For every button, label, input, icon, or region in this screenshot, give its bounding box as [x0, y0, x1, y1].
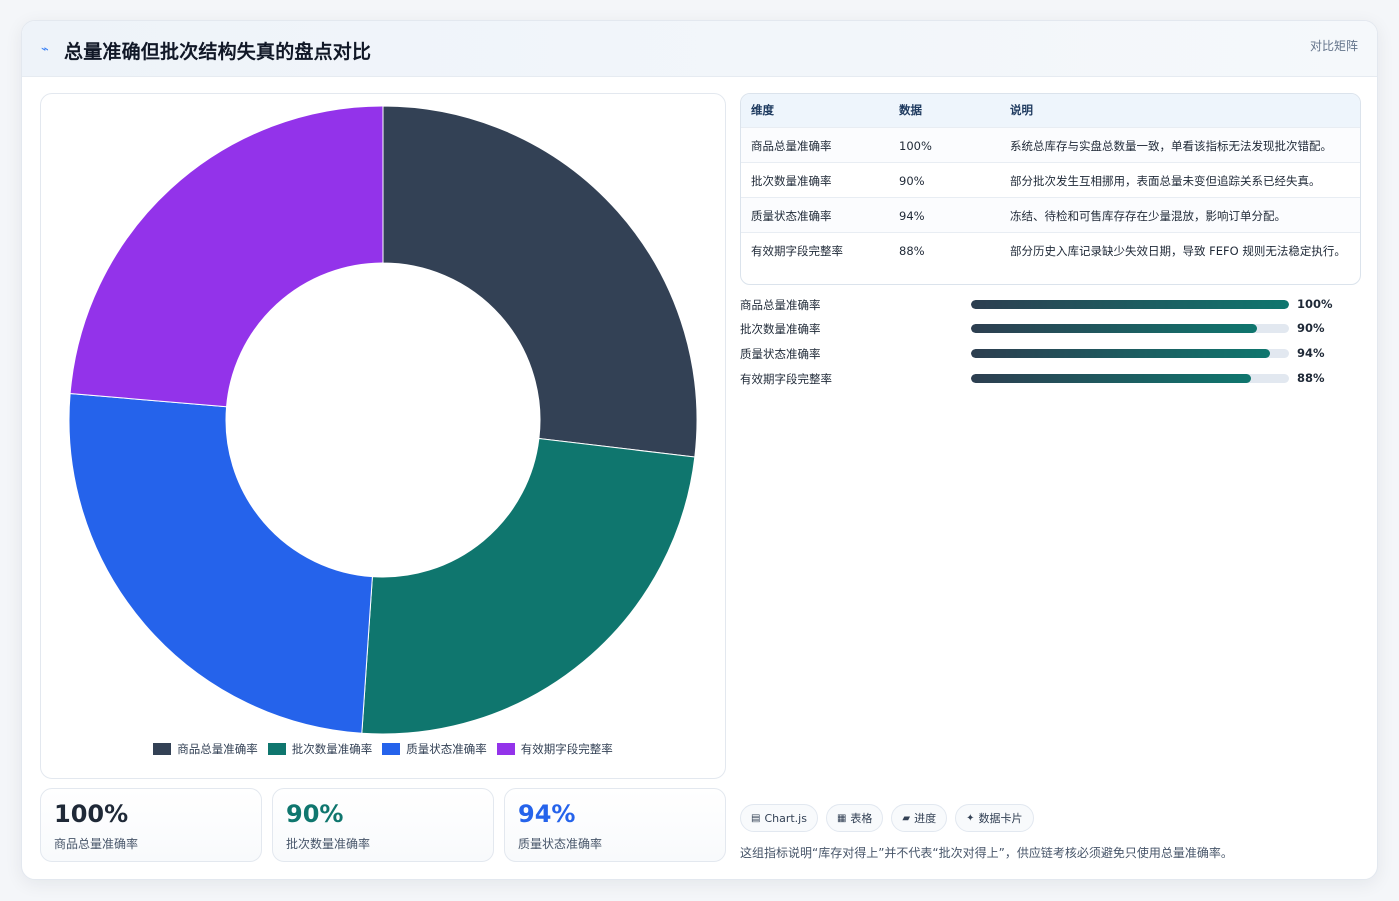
progress-label: 批次数量准确率 — [740, 322, 821, 336]
progress-row: 有效期字段完整率 88% — [740, 369, 1361, 389]
chip-label: Chart.js — [764, 811, 807, 825]
progress-row: 商品总量准确率 100% — [740, 295, 1361, 315]
chip-data-cards[interactable]: ✦ 数据卡片 — [955, 804, 1034, 832]
donut-slice-1[interactable] — [382, 105, 698, 458]
donut-slice-2[interactable] — [361, 437, 696, 734]
chip-label: 表格 — [850, 812, 873, 825]
stat-card-batch: 90% 批次数量准确率 — [272, 788, 494, 862]
progress-fill — [971, 300, 1289, 309]
col-header-data: 数据 — [899, 103, 922, 118]
footnote: 这组指标说明“库存对得上”并不代表“批次对得上”，供应链考核必须避免只使用总量准… — [740, 846, 1233, 860]
progress-label: 质量状态准确率 — [740, 347, 821, 361]
legend-label: 质量状态准确率 — [406, 742, 487, 756]
stat-card-total: 100% 商品总量准确率 — [40, 788, 262, 862]
legend-item[interactable]: 批次数量准确率 — [267, 741, 373, 757]
chip-table[interactable]: ▦ 表格 — [825, 804, 884, 832]
progress-row: 质量状态准确率 94% — [740, 344, 1361, 364]
progress-label: 商品总量准确率 — [740, 298, 821, 312]
progress-value: 90% — [1297, 321, 1325, 335]
progress-value: 100% — [1297, 297, 1333, 311]
legend-item[interactable]: 质量状态准确率 — [382, 741, 487, 757]
stat-value: 90% — [286, 800, 344, 828]
matrix-label[interactable]: 对比矩阵 — [1309, 39, 1358, 53]
stat-label: 质量状态准确率 — [518, 837, 603, 851]
tag-chips: ▤ Chart.js ▦ 表格 ▰ 进度 ✦ 数据卡片 — [740, 804, 1034, 832]
progress-track — [971, 300, 1289, 309]
table-cell: 100% — [889, 126, 1000, 162]
chip-chartjs[interactable]: ▤ Chart.js — [740, 804, 818, 832]
progress-fill — [971, 374, 1251, 383]
stat-value: 94% — [518, 800, 576, 828]
table-row: 批次数量准确率 90% 部分批次发生互相挪用，表面总量未变但追踪关系已经失真。 — [741, 161, 1360, 197]
legend-label: 批次数量准确率 — [291, 742, 373, 756]
table-cell: 冻结、待检和可售库存存在少量混放，影响订单分配。 — [1000, 196, 1360, 232]
header-bar: ⌁ 总量准确但批次结构失真的盘点对比 对比矩阵 — [22, 21, 1377, 77]
legend-swatch — [267, 743, 286, 755]
dashboard-card: ⌁ 总量准确但批次结构失真的盘点对比 对比矩阵 商品总量准确率 批次数量准确率 质量… — [21, 20, 1378, 880]
progress-fill — [971, 349, 1270, 358]
donut-chart-panel: 商品总量准确率 批次数量准确率 质量状态准确率 有效期字段完整率 — [40, 93, 726, 779]
progress-track — [971, 324, 1289, 333]
progress-fill — [971, 324, 1258, 333]
progress-value: 94% — [1297, 346, 1325, 360]
chip-progress[interactable]: ▰ 进度 — [891, 804, 948, 832]
donut-slice-4[interactable] — [69, 105, 384, 408]
legend-swatch — [382, 743, 401, 755]
legend-swatch — [153, 743, 172, 755]
table-row: 商品总量准确率 100% 系统总库存与实盘总数量一致，单看该指标无法发现批次错配… — [741, 126, 1360, 162]
table-cell: 90% — [889, 161, 1000, 197]
progress-track — [971, 374, 1289, 383]
page-title: 总量准确但批次结构失真的盘点对比 — [64, 41, 372, 63]
legend-item[interactable]: 有效期字段完整率 — [496, 741, 613, 757]
chart-icon: ▤ — [751, 812, 761, 824]
table-cell: 商品总量准确率 — [741, 126, 889, 162]
table-row: 有效期字段完整率 88% 部分历史入库记录缺少失效日期，导致 FEFO 规则无法… — [741, 231, 1360, 284]
chip-label: 数据卡片 — [978, 812, 1023, 825]
comparison-table: 维度 数据 说明 商品总量准确率 100% 系统总库存与实盘总数量一致，单看该指… — [740, 93, 1361, 285]
table-row: 质量状态准确率 94% 冻结、待检和可售库存存在少量混放，影响订单分配。 — [741, 196, 1360, 232]
table-cell: 系统总库存与实盘总数量一致，单看该指标无法发现批次错配。 — [1000, 126, 1360, 162]
stat-label: 批次数量准确率 — [286, 837, 371, 851]
table-cell: 批次数量准确率 — [741, 161, 889, 197]
table-icon: ▦ — [836, 812, 847, 824]
legend-label: 商品总量准确率 — [177, 742, 258, 756]
progress-icon: ▰ — [902, 812, 911, 824]
donut-slice-3[interactable] — [68, 392, 373, 734]
sparkle-icon: ✦ — [966, 812, 975, 824]
table-cell: 质量状态准确率 — [741, 196, 889, 232]
progress-label: 有效期字段完整率 — [740, 372, 832, 386]
table-cell: 部分历史入库记录缺少失效日期，导致 FEFO 规则无法稳定执行。 — [1000, 231, 1360, 284]
stat-label: 商品总量准确率 — [54, 837, 139, 851]
table-cell: 94% — [889, 196, 1000, 232]
donut-chart — [68, 105, 698, 734]
bolt-icon: ⌁ — [41, 42, 49, 57]
legend-label: 有效期字段完整率 — [520, 742, 613, 756]
progress-value: 88% — [1297, 371, 1325, 385]
col-header-dimension: 维度 — [751, 103, 774, 118]
table-cell: 有效期字段完整率 — [741, 231, 889, 284]
stat-value: 100% — [54, 800, 129, 828]
legend-item[interactable]: 商品总量准确率 — [153, 741, 258, 757]
chart-legend: 商品总量准确率 批次数量准确率 质量状态准确率 有效期字段完整率 — [41, 741, 725, 757]
table-header-row: 维度 数据 说明 — [741, 94, 1360, 127]
progress-row: 批次数量准确率 90% — [740, 319, 1361, 339]
legend-swatch — [496, 743, 515, 755]
table-cell: 部分批次发生互相挪用，表面总量未变但追踪关系已经失真。 — [1000, 161, 1360, 197]
col-header-note: 说明 — [1010, 103, 1033, 118]
progress-track — [971, 349, 1289, 358]
table-cell: 88% — [889, 231, 1000, 284]
stat-card-quality: 94% 质量状态准确率 — [504, 788, 726, 862]
chip-label: 进度 — [914, 812, 937, 825]
